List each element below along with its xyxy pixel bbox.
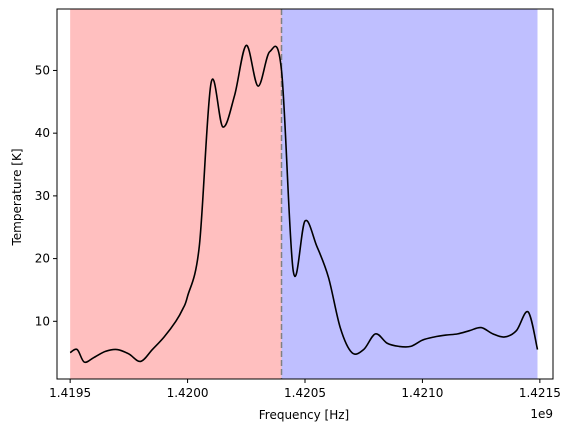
y-tick-label: 20: [35, 252, 50, 266]
y-tick-label: 30: [35, 189, 50, 203]
x-tick-label: 1.4215: [519, 386, 561, 400]
x-axis-offset-label: 1e9: [530, 407, 553, 421]
x-tick-label: 1.4200: [167, 386, 209, 400]
shaded-region-1: [281, 9, 538, 379]
series-line-0: [69, 44, 539, 364]
x-axis-label: Frequency [Hz]: [259, 408, 350, 422]
y-tick-label: 50: [35, 63, 50, 77]
y-axis-ticks: 10 20 30 40 50: [35, 63, 57, 328]
y-axis-label: Temperature [K]: [10, 148, 24, 246]
x-tick-label: 1.4210: [401, 386, 443, 400]
shaded-regions: [70, 9, 538, 379]
x-axis-ticks: 1.4195 1.4200 1.4205 1.4210 1.4215: [49, 379, 561, 400]
x-tick-label: 1.4195: [49, 386, 91, 400]
series-layer: [69, 44, 539, 364]
shaded-region-0: [70, 9, 282, 379]
x-tick-label: 1.4205: [284, 386, 326, 400]
y-tick-label: 40: [35, 126, 50, 140]
y-tick-label: 10: [35, 314, 50, 328]
